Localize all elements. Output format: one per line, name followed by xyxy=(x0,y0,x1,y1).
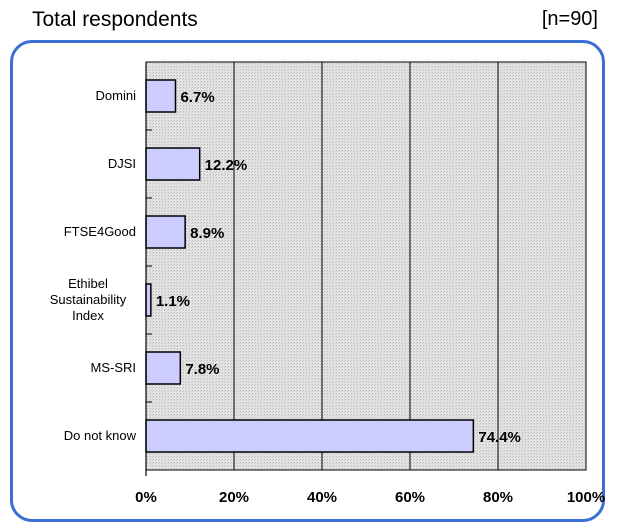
bar xyxy=(145,79,177,113)
bar xyxy=(145,147,201,181)
value-label: 1.1% xyxy=(156,293,190,310)
bar xyxy=(145,283,152,317)
category-label: Do not know xyxy=(64,428,137,443)
chart-title: Total respondents xyxy=(32,8,198,31)
sample-size-label: [n=90] xyxy=(541,8,598,30)
bar xyxy=(145,215,186,249)
value-label: 7.8% xyxy=(185,361,219,378)
bar xyxy=(145,351,182,385)
x-tick-label: 0% xyxy=(135,489,157,506)
category-label: Domini xyxy=(96,88,137,103)
chart-frame xyxy=(10,40,605,522)
x-tick-label: 40% xyxy=(307,489,337,506)
category-label: Ethibel Sustainability Index xyxy=(50,276,127,323)
value-label: 74.4% xyxy=(478,429,521,446)
x-tick-label: 80% xyxy=(483,489,513,506)
value-label: 6.7% xyxy=(180,89,214,106)
x-tick-label: 20% xyxy=(219,489,249,506)
bar xyxy=(145,419,475,453)
plot-area xyxy=(145,61,587,471)
category-label: FTSE4Good xyxy=(64,224,136,239)
category-label: MS-SRI xyxy=(91,360,137,375)
category-label: DJSI xyxy=(108,156,136,171)
x-tick-label: 100% xyxy=(567,489,605,506)
x-tick-label: 60% xyxy=(395,489,425,506)
value-label: 12.2% xyxy=(205,157,248,174)
value-label: 8.9% xyxy=(190,225,224,242)
